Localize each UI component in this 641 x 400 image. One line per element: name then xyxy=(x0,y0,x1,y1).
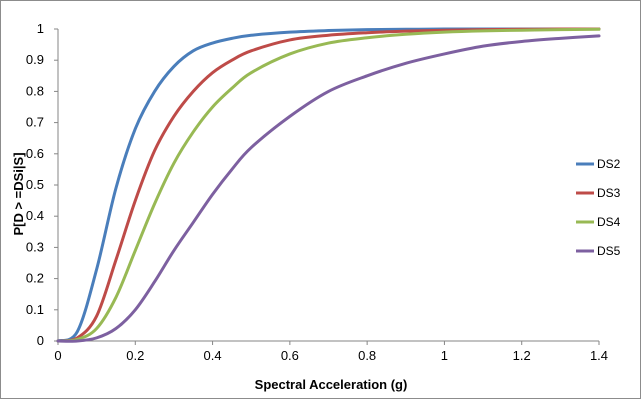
x-tick-label: 0.4 xyxy=(204,348,222,363)
y-tick-label: 0.5 xyxy=(26,177,44,192)
y-tick-label: 0.9 xyxy=(26,52,44,67)
x-tick-label: 1 xyxy=(441,348,448,363)
series-line-ds4 xyxy=(56,27,601,343)
x-axis-title: Spectral Acceleration (g) xyxy=(255,377,408,392)
legend-label-ds5: DS5 xyxy=(597,244,621,258)
y-tick-label: 1 xyxy=(37,21,44,36)
series-line-ds5 xyxy=(56,34,601,343)
x-tick-label: 0.2 xyxy=(126,348,144,363)
x-tick-label: 0.6 xyxy=(281,348,299,363)
x-tick-label: 1.2 xyxy=(513,348,531,363)
x-tick-label: 0.8 xyxy=(358,348,376,363)
y-tick-label: 0.8 xyxy=(26,83,44,98)
series-line-ds3 xyxy=(56,27,601,343)
x-tick-label: 1.4 xyxy=(590,348,608,363)
series-line-ds2 xyxy=(56,27,601,343)
y-tick-label: 0.7 xyxy=(26,115,44,130)
y-tick-label: 0.6 xyxy=(26,146,44,161)
y-tick-label: 0 xyxy=(37,333,44,348)
x-tick-label: 0 xyxy=(54,348,61,363)
y-axis-title: P[D > =DSi|S] xyxy=(11,152,26,235)
legend-label-ds2: DS2 xyxy=(597,157,621,171)
y-tick-label: 0.4 xyxy=(26,208,44,223)
y-tick-label: 0.1 xyxy=(26,302,44,317)
y-tick-label: 0.2 xyxy=(26,271,44,286)
legend-label-ds4: DS4 xyxy=(597,215,621,229)
legend-label-ds3: DS3 xyxy=(597,186,621,200)
y-tick-label: 0.3 xyxy=(26,239,44,254)
